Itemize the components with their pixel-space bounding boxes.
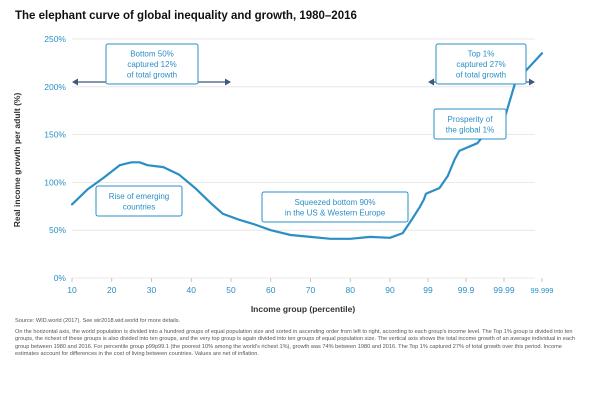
annotation-text: Squeezed bottom 90% xyxy=(295,198,376,207)
y-axis-ticks: 0% 50% 100% 150% 200% 250% xyxy=(44,34,66,283)
annotation-box xyxy=(95,185,183,217)
x-tick-label: 30 xyxy=(147,285,157,295)
x-tick-label: 90 xyxy=(385,285,395,295)
annotation-text: captured 27% xyxy=(456,60,505,69)
annotation-squeezed: Squeezed bottom 90%in the US & Western E… xyxy=(261,191,409,223)
x-tick-label: 10 xyxy=(67,285,77,295)
annotation-text: Top 1% xyxy=(468,50,495,59)
annotation-text: Rise of emerging xyxy=(109,192,169,201)
x-tick-label: 60 xyxy=(266,285,276,295)
y-tick-label: 150% xyxy=(44,130,66,140)
x-tick-label: 20 xyxy=(107,285,117,295)
grid-lines xyxy=(72,38,535,279)
arrow-head-right xyxy=(225,78,231,86)
y-tick-label: 50% xyxy=(49,225,66,235)
y-tick-label: 0% xyxy=(54,273,67,283)
methodology-note: On the horizontal axis, the world popula… xyxy=(15,329,575,358)
x-tick-label: 40 xyxy=(187,285,197,295)
elephant-curve-chart: The elephant curve of global inequality … xyxy=(12,10,553,314)
annotation-text: of total growth xyxy=(127,71,177,80)
x-axis-ticks: 10 20 30 40 50 60 70 80 90 99 99.9 99.99 99.999 xyxy=(67,278,553,295)
x-tick-label: 99.99 xyxy=(493,285,515,295)
annotation-box xyxy=(435,43,527,85)
annotation-box xyxy=(261,191,409,223)
source-note: Source: WID.world (2017). See wir2018.wi… xyxy=(15,318,181,324)
y-axis-label: Real income growth per adult (%) xyxy=(12,93,22,228)
x-axis-label: Income group (percentile) xyxy=(251,304,356,314)
arrow-head-right xyxy=(529,78,535,86)
annotation-text: countries xyxy=(123,202,155,211)
annotation-text: the global 1% xyxy=(446,125,494,134)
x-tick-label: 99.9 xyxy=(458,285,475,295)
y-tick-label: 200% xyxy=(44,82,66,92)
annotation-text: Bottom 50% xyxy=(130,50,174,59)
annotation-top-1: Top 1%captured 27% of total growth xyxy=(435,43,527,85)
arrow-head-left xyxy=(428,78,434,86)
annotation-text: in the US & Western Europe xyxy=(285,208,386,217)
chart-title: The elephant curve of global inequality … xyxy=(15,10,357,22)
series-line xyxy=(70,52,544,240)
annotation-text: of total growth xyxy=(456,71,506,80)
annotation-text: captured 12% xyxy=(127,60,176,69)
annotation-bottom-50: Bottom 50%captured 12% of total growth xyxy=(105,43,199,85)
x-tick-label: 80 xyxy=(346,285,356,295)
annotation-box xyxy=(433,108,507,140)
x-tick-label: 99 xyxy=(423,285,433,295)
x-tick-label: 70 xyxy=(306,285,316,295)
x-tick-label: 50 xyxy=(226,285,236,295)
x-tick-label: 99.999 xyxy=(531,286,554,295)
annotation-box xyxy=(105,43,199,85)
annotation-text: Prosperity of xyxy=(448,115,494,124)
arrow-head-left xyxy=(72,78,78,86)
annotation-boxes: Bottom 50%captured 12%of total growthTop… xyxy=(95,43,527,223)
y-tick-label: 100% xyxy=(44,177,66,187)
y-tick-label: 250% xyxy=(44,34,66,44)
